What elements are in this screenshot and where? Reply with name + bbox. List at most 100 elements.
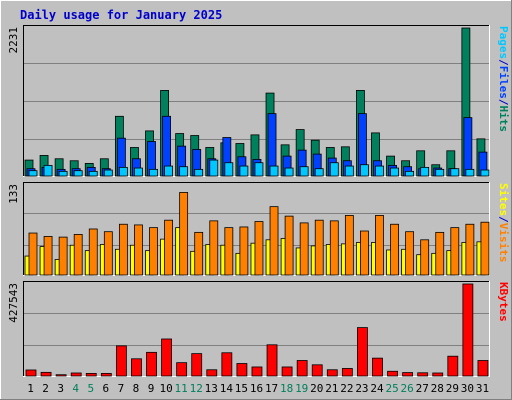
bar-kbytes [25,369,37,377]
x-tick-label: 15 [235,382,248,395]
x-tick-label: 26 [401,382,414,395]
bar-visits [360,230,369,276]
plot-area [23,281,490,377]
bar-pages [224,162,234,177]
bar-kbytes [477,360,489,377]
x-tick-label: 24 [370,382,384,395]
legend: KBytes [497,282,510,322]
x-tick-label: 16 [250,382,263,395]
bar-pages [134,167,143,177]
x-tick-label: 21 [325,382,338,395]
x-tick-label: 13 [205,382,218,395]
bar-pages [149,168,158,177]
bar-kbytes [70,372,82,377]
legend-entry: Pages [497,26,510,59]
bar-visits [224,227,234,276]
x-tick-label: 10 [159,382,172,395]
bar-kbytes [221,352,233,377]
bar-visits [179,192,189,276]
bar-visits [375,215,384,276]
x-tick-label: 12 [190,382,203,395]
bar-kbytes [462,283,474,377]
bar-files [463,117,473,177]
bar-pages [360,164,369,177]
bar-pages [73,170,83,177]
x-tick-label: 4 [72,382,79,395]
bar-visits [465,223,475,276]
legend-entry: Visits [497,223,510,263]
bar-visits [73,233,83,276]
bar-visits [209,220,219,276]
bar-kbytes [251,366,263,377]
chart-title: Daily usage for January 2025 [20,8,222,22]
bar-pages [164,165,173,177]
bar-visits [329,220,339,276]
bar-pages [329,162,339,177]
bar-pages [465,168,475,177]
bar-visits [314,219,324,276]
bar-visits [149,227,158,276]
bar-kbytes [131,358,142,377]
x-tick-label: 29 [446,382,459,395]
bar-kbytes [266,344,278,377]
bar-visits [103,231,113,276]
bar-kbytes [432,372,444,377]
bar-visits [58,236,68,276]
x-tick-label: 28 [431,382,444,395]
x-tick-label: 18 [280,382,293,395]
panel-kbytes: 427543 KBytes [7,281,510,377]
x-tick-label: 31 [476,382,489,395]
bar-kbytes [417,372,429,377]
bar-pages [118,166,128,177]
panel-visits-sites: 133 Sites/Visits [7,182,510,276]
bar-kbytes [85,373,97,377]
x-tick-label: 6 [103,382,110,395]
x-tick-label: 8 [133,382,140,395]
bar-pages [420,166,430,177]
bar-visits [269,206,279,276]
bar-visits [88,228,98,276]
y-max-label: 427543 [7,283,20,323]
bar-pages [314,168,324,177]
x-tick-label: 22 [340,382,353,395]
legend: Sites/Visits [497,183,510,263]
bar-pages [103,169,113,177]
bar-pages [28,170,38,177]
panel-hits-files-pages: 2231 Pages/Files/Hits [7,25,510,177]
bar-pages [269,165,279,177]
bar-pages [179,166,189,177]
bar-pages [88,170,98,177]
bar-visits [239,226,249,276]
bar-pages [390,167,399,177]
x-tick-label: 17 [265,382,278,395]
bar-kbytes [281,366,293,377]
bar-visits [118,223,128,276]
bar-pages [239,165,249,177]
legend-entry: Files [497,66,510,99]
bar-visits [480,221,490,276]
bar-pages [405,170,415,177]
x-tick-label: 3 [57,382,64,395]
x-tick-label: 9 [148,382,155,395]
bar-kbytes [191,353,203,377]
bar-pages [435,168,445,177]
bar-pages [194,168,204,177]
bar-pages [209,159,219,177]
bar-kbytes [206,369,218,377]
x-axis-tick-labels: 1 2 3 4 5 6 7 8 9 10 11 12 13 14 15 16 17 18 19 20 21 22 23 24 2… [27,382,489,395]
legend-entry: / [497,216,510,223]
bar-visits [450,227,460,276]
legend-entry: Sites [497,183,510,216]
bar-pages [344,165,354,177]
bar-kbytes [311,364,323,377]
bar-kbytes [341,368,353,377]
bar-kbytes [402,372,414,377]
bar-visits [28,232,38,276]
x-tick-label: 27 [416,382,429,395]
bar-pages [480,169,490,177]
bar-pages [284,167,294,177]
x-tick-label: 19 [295,382,308,395]
bar-kbytes [55,374,67,377]
bar-pages [58,170,68,177]
